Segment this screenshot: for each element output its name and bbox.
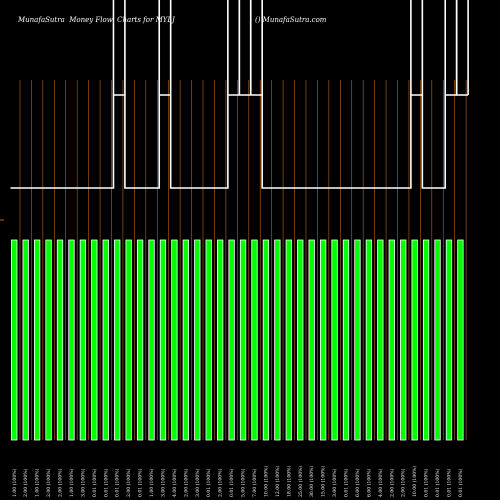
x-tick-label: 2.00 (100%) bbox=[388, 468, 395, 497]
bar bbox=[136, 239, 144, 441]
bar bbox=[285, 239, 292, 441]
x-tick-label: 1.00 (100%) bbox=[34, 468, 41, 497]
bar bbox=[205, 239, 212, 441]
bar bbox=[377, 239, 384, 441]
bar bbox=[388, 239, 395, 441]
bar bbox=[365, 239, 373, 441]
bar bbox=[251, 239, 258, 441]
x-tick-label: 4.00 (100%) bbox=[171, 468, 178, 497]
bar bbox=[68, 239, 75, 441]
bar bbox=[457, 239, 464, 441]
x-tick-label: 3.00 (100%) bbox=[194, 468, 201, 497]
bar bbox=[159, 239, 167, 441]
bar bbox=[239, 239, 247, 441]
x-tick-label: 2.00 (100%) bbox=[45, 468, 52, 497]
bar bbox=[422, 239, 430, 441]
x-tick-label: 18.00 (100%) bbox=[285, 465, 292, 497]
x-tick-label: 6.00 (100%) bbox=[365, 468, 372, 497]
x-tick-label: 1.00 (100%) bbox=[68, 468, 75, 497]
x-tick-label: 0.01 (100%) bbox=[91, 468, 98, 497]
x-tick-label: 2.00 (100%) bbox=[217, 468, 224, 497]
bar bbox=[114, 239, 121, 441]
x-tick-label: 0.01 (100%) bbox=[445, 468, 452, 497]
bar bbox=[274, 239, 281, 441]
x-tick-label: 0.01 (100%) bbox=[205, 468, 212, 497]
bar bbox=[91, 239, 98, 441]
bar bbox=[33, 239, 41, 441]
x-tick-label: 2.00 (100%) bbox=[22, 468, 29, 497]
bar bbox=[171, 239, 178, 441]
x-tick-label: 0.01 (100%) bbox=[434, 468, 441, 497]
bar bbox=[148, 239, 155, 441]
x-tick-label: 30.00 (100%) bbox=[308, 465, 315, 497]
x-tick-label: 0.01 (100%) bbox=[137, 468, 144, 497]
x-tick-label: 7.00 (100%) bbox=[251, 468, 258, 497]
bar bbox=[354, 239, 361, 441]
x-tick-label: 5.00 (100%) bbox=[240, 468, 247, 497]
bar bbox=[411, 239, 418, 441]
bar bbox=[102, 239, 109, 441]
bar bbox=[297, 239, 304, 441]
x-tick-label: 1.00 (100%) bbox=[148, 468, 155, 497]
bar bbox=[194, 239, 201, 441]
x-tick-label: 25.00 (100%) bbox=[297, 465, 304, 497]
bar bbox=[228, 239, 235, 441]
x-tick-label: 1.00 (100%) bbox=[11, 468, 18, 497]
bar bbox=[331, 239, 338, 441]
x-tick-label: 2.00 (100%) bbox=[182, 468, 189, 497]
bar bbox=[308, 239, 315, 441]
bar bbox=[11, 239, 18, 441]
bar bbox=[22, 239, 29, 441]
bar bbox=[56, 239, 64, 441]
x-tick-label: 2.00 (100%) bbox=[125, 468, 132, 497]
x-tick-label: 0.01 (100%) bbox=[114, 468, 121, 497]
bar bbox=[445, 239, 453, 441]
flow-line bbox=[10, 94, 469, 189]
x-tick-label: 0.01 (100%) bbox=[457, 468, 464, 497]
x-tick-label: 0.01 (100%) bbox=[102, 468, 109, 497]
x-tick-label: 0.01 (100%) bbox=[228, 468, 235, 497]
x-tick-label: 3.00 (100%) bbox=[79, 468, 86, 497]
x-tick-label: 2.00 (100%) bbox=[57, 468, 64, 497]
x-tick-label: 2.00 (100%) bbox=[400, 468, 407, 497]
bar bbox=[434, 239, 441, 441]
bar bbox=[319, 239, 327, 441]
bar bbox=[182, 239, 190, 441]
bar bbox=[217, 239, 224, 441]
x-tick-label: 15.00 (100%) bbox=[320, 465, 327, 497]
x-tick-label: 0.01 (100%) bbox=[423, 468, 430, 497]
x-tick-label: 10.00 (100%) bbox=[262, 465, 269, 497]
bar bbox=[125, 239, 132, 441]
bar bbox=[400, 239, 407, 441]
bar bbox=[342, 239, 350, 441]
x-tick-label: 3.00 (100%) bbox=[159, 468, 166, 497]
x-tick-label: 10.00 (100%) bbox=[411, 465, 418, 497]
x-tick-label: 4.00 (100%) bbox=[377, 468, 384, 497]
bar bbox=[262, 239, 270, 441]
chart-header-right: () MunafaSutra.com bbox=[255, 16, 327, 24]
chart-header-left: MunafaSutra Money Flow Charts for MYLJ bbox=[18, 16, 175, 24]
bar bbox=[79, 239, 87, 441]
bar bbox=[45, 239, 52, 441]
x-tick-label: 3.00 (100%) bbox=[331, 468, 338, 497]
x-tick-label: 6.00 (100%) bbox=[354, 468, 361, 497]
x-tick-label: 12.00 (100%) bbox=[274, 465, 281, 497]
x-tick-label: 0.01 (100%) bbox=[343, 468, 350, 497]
